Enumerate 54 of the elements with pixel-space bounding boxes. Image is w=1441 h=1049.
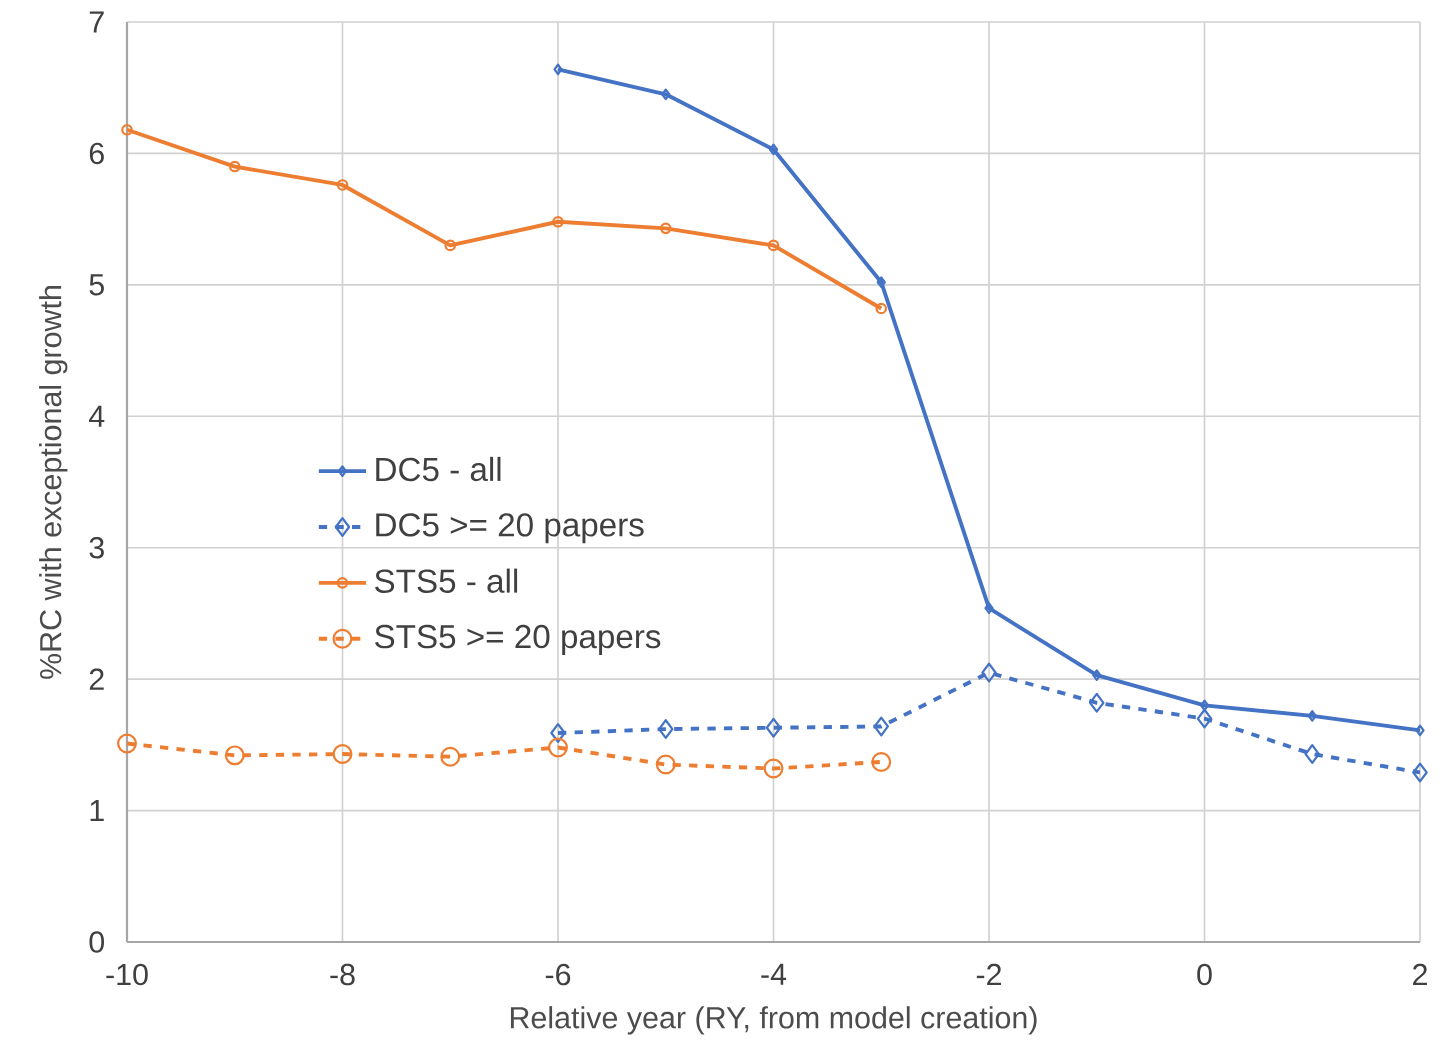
point bbox=[876, 276, 886, 289]
point bbox=[553, 63, 563, 76]
legend-label: DC5 - all bbox=[376, 456, 501, 482]
point bbox=[1415, 724, 1425, 737]
point bbox=[1307, 710, 1317, 722]
point bbox=[1092, 669, 1102, 682]
point bbox=[661, 88, 671, 101]
point bbox=[332, 744, 353, 765]
legend-label: STS5 - all bbox=[375, 568, 518, 593]
point bbox=[981, 662, 997, 683]
point bbox=[548, 737, 568, 758]
point bbox=[875, 302, 888, 315]
point bbox=[117, 733, 137, 754]
point bbox=[763, 758, 784, 779]
point bbox=[440, 746, 461, 767]
x-tick-label: -6 bbox=[545, 963, 571, 986]
point bbox=[228, 160, 241, 173]
point bbox=[1196, 708, 1213, 729]
x-tick-label: -10 bbox=[106, 963, 148, 986]
x-tick-label: -2 bbox=[976, 963, 1002, 986]
y-tick-label: 7 bbox=[89, 11, 104, 33]
point bbox=[871, 751, 892, 772]
legend-label: DC5 >= 20 papers bbox=[376, 513, 644, 544]
x-tick-label: 2 bbox=[1413, 963, 1427, 986]
point bbox=[1412, 762, 1428, 783]
point bbox=[224, 745, 245, 766]
point bbox=[765, 717, 782, 738]
x-axis-title: Relative year (RY, from model creation) bbox=[510, 1006, 1037, 1035]
y-tick-label: 2 bbox=[89, 668, 104, 690]
point bbox=[655, 754, 676, 775]
y-tick-label: 1 bbox=[90, 800, 104, 822]
y-tick-label: 5 bbox=[89, 274, 104, 296]
legend-label: STS5 >= 20 papers bbox=[375, 624, 661, 655]
y-tick-label: 3 bbox=[89, 536, 104, 559]
point bbox=[768, 143, 779, 156]
x-tick-label: -4 bbox=[761, 963, 787, 985]
point bbox=[1089, 692, 1105, 713]
point bbox=[444, 239, 457, 252]
y-tick-label: 0 bbox=[89, 931, 105, 953]
x-tick-label: -8 bbox=[330, 963, 355, 986]
point bbox=[336, 179, 349, 191]
point bbox=[873, 716, 890, 737]
point bbox=[1304, 744, 1321, 765]
point bbox=[121, 123, 133, 136]
point bbox=[550, 723, 566, 743]
point bbox=[658, 719, 674, 740]
point bbox=[552, 215, 564, 228]
y-axis-title: %RC with exceptional growth bbox=[39, 286, 68, 679]
point bbox=[767, 239, 780, 252]
y-tick-label: 6 bbox=[89, 142, 104, 165]
point bbox=[984, 602, 994, 614]
point bbox=[659, 222, 672, 235]
y-tick-label: 4 bbox=[88, 405, 105, 427]
x-tick-label: 0 bbox=[1197, 963, 1212, 986]
